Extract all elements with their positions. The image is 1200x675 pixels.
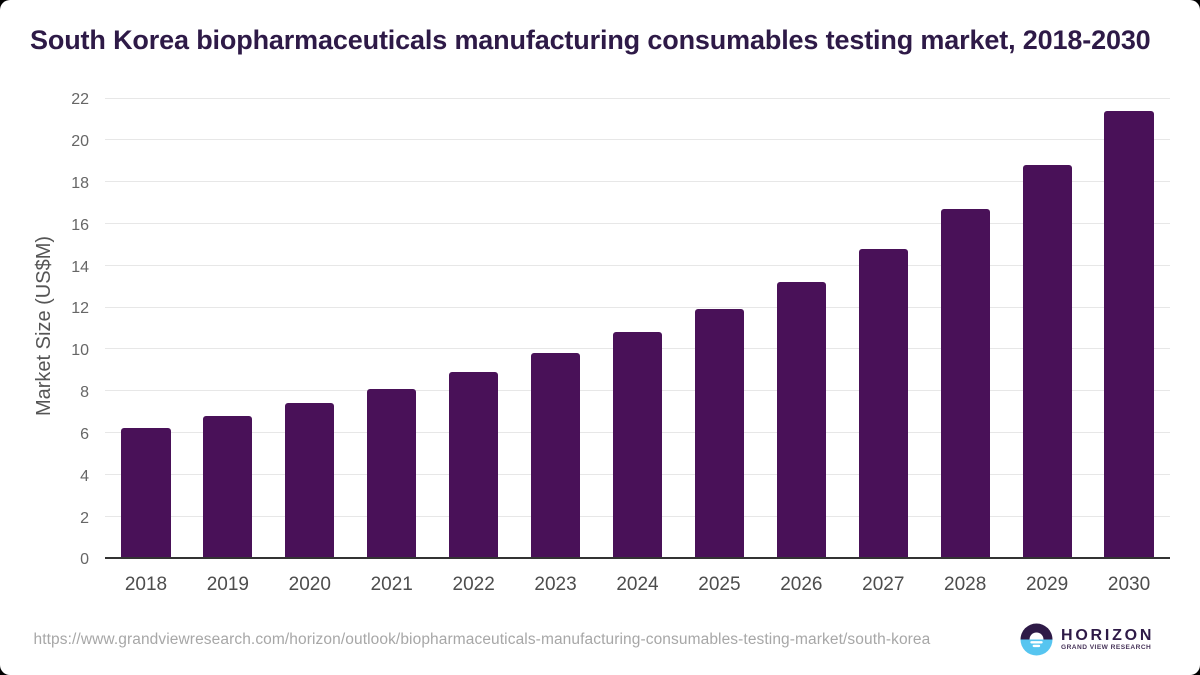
y-tick-label: 14 xyxy=(71,258,89,276)
bar-2029 xyxy=(1022,164,1072,558)
x-tick-label: 2021 xyxy=(370,573,413,595)
x-tick-label: 2029 xyxy=(1025,573,1069,595)
y-tick-label: 0 xyxy=(80,551,89,569)
bar-2020 xyxy=(285,403,335,558)
gridline xyxy=(105,139,1170,141)
bar-2019 xyxy=(203,415,253,558)
bar-2021 xyxy=(367,388,417,558)
y-tick-label: 6 xyxy=(80,425,89,443)
gridline xyxy=(105,306,1170,308)
bar-2024 xyxy=(612,332,663,558)
x-tick-label: 2022 xyxy=(452,573,495,595)
y-tick-label: 16 xyxy=(71,216,89,234)
bar-2022 xyxy=(449,371,499,558)
bar-2023 xyxy=(531,353,581,558)
y-tick-label: 20 xyxy=(71,133,89,151)
y-tick-label: 4 xyxy=(80,467,89,485)
y-tick-label: 10 xyxy=(71,342,89,360)
y-tick-label: 18 xyxy=(71,175,89,193)
bar-2027 xyxy=(858,248,908,558)
x-tick-label: 2019 xyxy=(206,573,250,595)
logo-tagline-text: GRAND VIEW RESEARCH xyxy=(1061,644,1152,652)
y-tick-label: 2 xyxy=(80,509,89,527)
x-tick-label: 2023 xyxy=(534,573,577,595)
gridline xyxy=(105,222,1170,224)
bar-2028 xyxy=(940,208,990,558)
gridline xyxy=(105,181,1170,183)
x-axis-line xyxy=(105,557,1170,559)
bar-2025 xyxy=(694,309,744,558)
bar-2018 xyxy=(121,428,171,558)
x-tick-label: 2028 xyxy=(944,573,987,595)
chart-title: South Korea biopharmaceuticals manufactu… xyxy=(30,24,1151,55)
source-url-text: https://www.grandviewresearch.com/horizo… xyxy=(33,630,931,648)
y-tick-label: 12 xyxy=(71,300,89,318)
x-tick-label: 2024 xyxy=(616,573,659,595)
x-tick-label: 2018 xyxy=(124,573,168,595)
gridline xyxy=(105,97,1170,99)
x-tick-label: 2026 xyxy=(780,573,823,595)
sunset-horizon-icon xyxy=(1020,623,1053,656)
x-tick-label: 2030 xyxy=(1107,573,1151,595)
y-tick-label: 22 xyxy=(71,91,89,109)
logo-brand-text: HORIZON xyxy=(1061,627,1155,645)
plot-area xyxy=(105,97,1170,558)
x-tick-label: 2025 xyxy=(698,573,741,595)
bar-2026 xyxy=(776,282,826,558)
gridline xyxy=(105,264,1170,266)
bar-2030 xyxy=(1104,110,1154,558)
x-tick-label: 2020 xyxy=(288,573,331,595)
x-tick-label: 2027 xyxy=(862,573,905,595)
y-tick-label: 8 xyxy=(80,384,89,402)
